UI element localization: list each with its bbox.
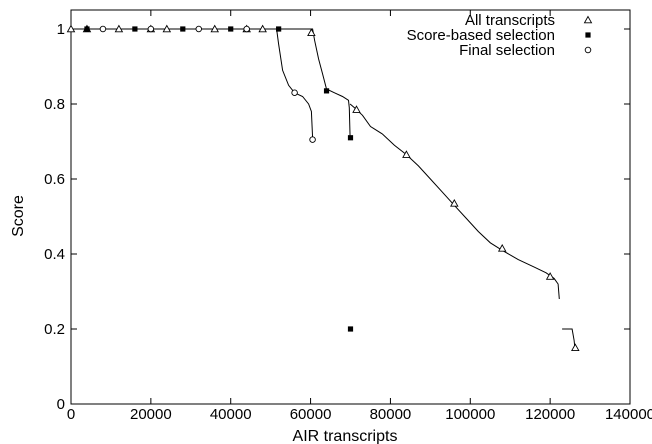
x-tick-label: 20000 xyxy=(130,406,172,423)
legend-label: Score-based selection xyxy=(407,27,555,44)
triangle-marker xyxy=(114,24,124,33)
triangle-marker xyxy=(210,24,220,33)
square-marker xyxy=(84,26,90,32)
legend-square-marker xyxy=(585,32,591,38)
triangle-marker xyxy=(162,24,172,33)
data-markers xyxy=(66,24,580,351)
triangle-marker xyxy=(450,198,459,207)
legend-label: Final selection xyxy=(459,42,555,59)
score-curve xyxy=(71,28,314,138)
y-tick-label: 0.2 xyxy=(44,321,65,338)
square-marker xyxy=(132,26,138,32)
square-marker xyxy=(347,135,354,141)
circle-marker xyxy=(291,89,298,96)
x-tick-label: 120000 xyxy=(525,406,575,423)
x-tick-label: 40000 xyxy=(210,406,252,423)
plot-frame xyxy=(70,9,631,405)
circle-marker xyxy=(147,25,155,33)
x-tick-label: 80000 xyxy=(370,406,412,423)
triangle-marker xyxy=(497,243,507,252)
y-tick-label: 0.8 xyxy=(44,96,65,113)
score-curves xyxy=(71,28,576,348)
triangle-marker xyxy=(571,343,580,351)
triangle-marker xyxy=(352,105,361,113)
x-axis-title: AIR transcripts xyxy=(293,428,398,444)
score-curve xyxy=(562,328,576,348)
x-tick-label: 60000 xyxy=(290,406,332,423)
y-tick-label: 0 xyxy=(57,396,65,413)
legend-triangle-marker xyxy=(583,15,593,24)
triangle-marker xyxy=(545,272,555,280)
y-tick-label: 0.6 xyxy=(44,171,65,188)
x-tick-label: 140000 xyxy=(605,406,652,423)
triangle-marker xyxy=(258,24,267,33)
square-marker xyxy=(276,26,282,32)
circle-marker xyxy=(243,25,250,33)
square-marker xyxy=(228,26,234,32)
y-tick-label: 0.4 xyxy=(44,246,65,263)
legend-circle-marker xyxy=(584,46,592,54)
triangle-marker xyxy=(307,28,316,36)
axis-ticks: 0 20000 40000 60000 80000 100000 120000 140000 0… xyxy=(44,10,652,423)
circle-marker xyxy=(309,136,316,143)
legend-label: All transcripts xyxy=(465,12,555,29)
triangle-marker xyxy=(66,24,76,33)
plot-border xyxy=(70,9,631,405)
triangle-marker xyxy=(402,150,411,158)
square-marker xyxy=(180,26,186,32)
y-axis-title: Score xyxy=(10,195,27,237)
y-tick-label: 1 xyxy=(57,21,65,38)
circle-marker xyxy=(99,25,107,33)
circle-marker xyxy=(195,25,203,33)
square-marker xyxy=(347,326,354,332)
x-tick-label: 100000 xyxy=(445,406,495,423)
x-tick-label: 0 xyxy=(67,406,75,423)
square-marker xyxy=(323,88,330,94)
